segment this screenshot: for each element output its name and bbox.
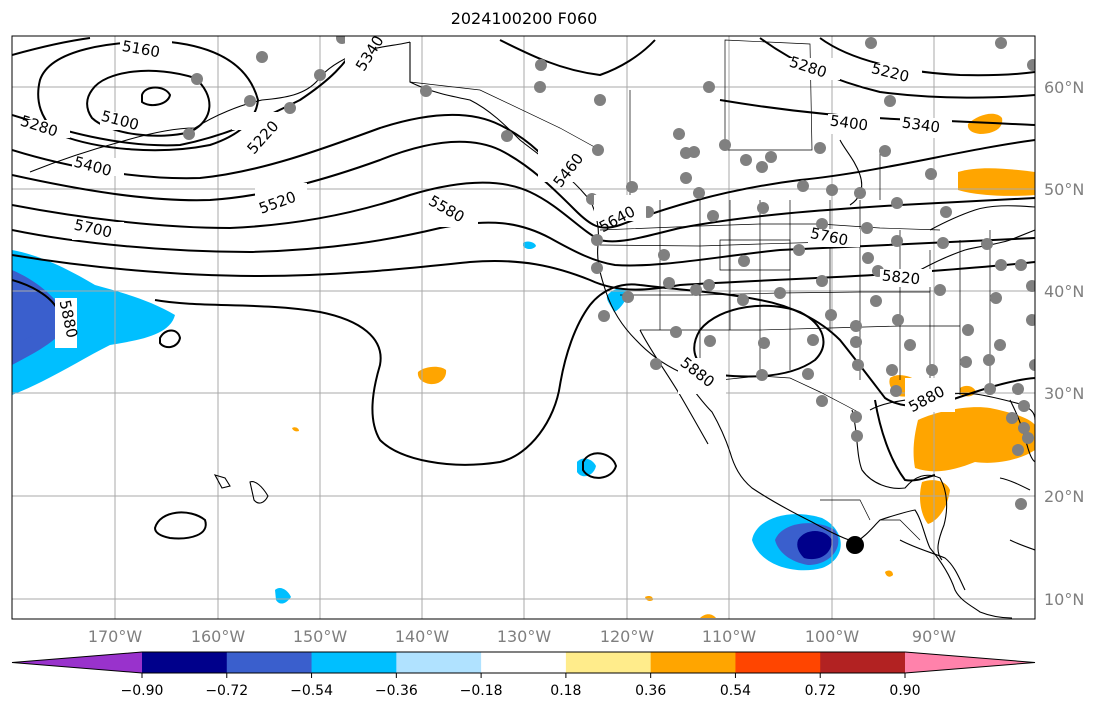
colorbar-tick-label: −0.90 (121, 683, 164, 699)
colorbar-tick-label: −0.54 (290, 683, 333, 699)
lon-label: 110°W (702, 627, 757, 646)
contour-label: 5400 (829, 111, 869, 134)
lat-label: 10°N (1044, 590, 1084, 609)
lon-label: 100°W (805, 627, 860, 646)
colorbar-tick-label: −0.72 (205, 683, 248, 699)
lat-label: 60°N (1044, 78, 1084, 97)
map-title: 2024100200 F060 (450, 9, 598, 28)
colorbar-segment (226, 652, 313, 673)
colorbar-segment (142, 652, 228, 673)
colorbar-tick-label: 0.54 (720, 683, 751, 699)
colorbar-segment (565, 652, 652, 673)
colorbar-tick-label: −0.18 (460, 683, 503, 699)
colorbar-tick-label: 0.90 (889, 683, 920, 699)
lon-label: 140°W (395, 627, 450, 646)
lon-label: 170°W (88, 627, 143, 646)
lat-label: 20°N (1044, 487, 1084, 506)
negative-anomaly-west-pacific (12, 250, 175, 395)
colorbar-extend-high (905, 652, 1035, 673)
lat-lon-grid (12, 36, 1035, 619)
colorbar-tick-label: −0.36 (375, 683, 418, 699)
contour-label: 5820 (881, 266, 921, 288)
longitude-labels: 170°W 160°W 150°W 140°W 130°W 120°W 110°… (88, 627, 956, 646)
colorbar-tick-label: 0.72 (805, 683, 836, 699)
latitude-labels: 60°N 50°N 40°N 30°N 20°N 10°N (1044, 78, 1084, 609)
colorbar-segment (820, 652, 906, 673)
lon-label: 160°W (191, 627, 246, 646)
colorbar-extend-low (12, 652, 142, 673)
storm-center-marker (846, 536, 864, 554)
lat-label: 30°N (1044, 384, 1084, 403)
contour-label: 5340 (901, 113, 941, 136)
map-frame (11, 35, 1036, 620)
colorbar: −0.90 −0.72 −0.54 −0.36 −0.18 0.18 0.36 0.54 0.7… (11, 651, 1036, 699)
lat-label: 40°N (1044, 282, 1084, 301)
lon-label: 90°W (912, 627, 956, 646)
lat-label: 50°N (1044, 180, 1084, 199)
colorbar-tick-label: 0.18 (550, 683, 581, 699)
colorbar-segment (481, 652, 567, 673)
lon-label: 150°W (293, 627, 348, 646)
colorbar-segment (650, 652, 736, 673)
lon-label: 130°W (497, 627, 552, 646)
colorbar-tick-label: 0.36 (635, 683, 666, 699)
negative-anomaly-mexico-coast (752, 514, 841, 571)
colorbar-segment (735, 652, 821, 673)
colorbar-segment (311, 652, 397, 673)
colorbar-segment (396, 652, 482, 673)
lon-label: 120°W (600, 627, 655, 646)
